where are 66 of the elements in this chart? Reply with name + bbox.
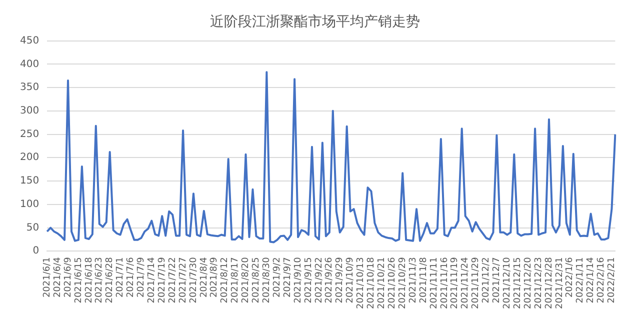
y-tick-label: 300 [20, 106, 40, 117]
x-tick-label: 2021/9/15 [304, 257, 314, 304]
x-tick-label: 2021/9/2 [272, 257, 282, 298]
x-tick-label: 2021/9/10 [293, 256, 304, 304]
x-tick-label: 2022/1/6 [565, 256, 576, 298]
y-tick-label: 450 [20, 35, 40, 46]
x-tick-label: 2021/7/6 [126, 256, 136, 298]
x-tick-label: 2021/8/9 [210, 256, 220, 298]
x-tick-label: 2021/12/20 [523, 256, 534, 309]
x-tick-label: 2021/12/28 [544, 256, 554, 309]
x-tick-label: 2021/12/23 [534, 257, 544, 309]
x-tick-label: 2021/8/17 [230, 257, 241, 304]
x-tick-label: 2021/7/1 [116, 257, 126, 298]
x-tick-label: 2021/6/18 [84, 256, 94, 304]
x-tick-label: 2021/11/19 [450, 256, 460, 309]
y-tick-label: 100 [20, 198, 40, 210]
x-tick-label: 2021/10/9 [346, 256, 356, 304]
x-tick-label: 2021/7/30 [188, 256, 199, 304]
x-tick-label: 2022/2/16 [596, 256, 607, 304]
x-tick-label: 2021/12/10 [502, 256, 512, 309]
x-tick-label: 2021/10/13 [356, 257, 366, 309]
y-tick-label: 350 [20, 82, 40, 94]
x-tick-label: 2022/1/14 [586, 256, 596, 304]
x-tick-label: 2021/10/29 [398, 256, 408, 309]
x-tick-label: 2021/11/11 [429, 257, 440, 309]
x-tick-label: 2021/7/9 [136, 256, 147, 298]
x-tick-label: 2021/7/19 [157, 256, 168, 304]
y-tick-label: 400 [20, 58, 40, 70]
x-tick-label: 2021/6/15 [74, 257, 84, 304]
x-tick-label: 2021/8/30 [262, 256, 272, 304]
x-tick-label: 2021/12/2 [482, 257, 492, 304]
x-tick-label: 2021/9/29 [335, 256, 346, 304]
x-tick-label: 2021/10/18 [366, 256, 377, 309]
x-tick-label: 2022/2/21 [607, 257, 618, 304]
x-tick-label: 2021/10/21 [377, 257, 388, 309]
x-tick-label: 2021/7/27 [178, 257, 188, 304]
x-tick-label: 2021/11/3 [408, 257, 418, 304]
y-tick-label: 0 [32, 246, 40, 257]
x-tick-label: 2021/9/7 [282, 257, 293, 298]
x-tick-label: 2021/11/8 [418, 256, 429, 304]
x-tick-label: 2021/8/4 [199, 256, 210, 298]
x-tick-label: 2021/6/9 [63, 256, 74, 298]
x-tick-label: 2021/11/16 [440, 256, 450, 309]
x-tick-label: 2021/6/28 [105, 256, 116, 304]
x-tick-label: 2021/12/31 [554, 257, 565, 309]
x-tick-label: 2021/7/14 [146, 256, 157, 304]
y-tick-label: 250 [20, 128, 40, 140]
x-tick-label: 2021/8/20 [241, 256, 252, 304]
x-tick-label: 2021/6/1 [42, 257, 52, 298]
x-tick-label: 2021/11/29 [471, 256, 482, 309]
x-tick-label: 2021/12/15 [512, 257, 523, 309]
x-tick-label: 2021/8/12 [220, 257, 230, 304]
x-tick-label: 2021/6/23 [94, 257, 105, 304]
x-tick-label: 2021/9/26 [324, 256, 335, 304]
x-tick-label: 2021/7/22 [168, 257, 178, 304]
x-tick-label: 2022/1/11 [576, 257, 586, 304]
y-tick-label: 150 [20, 176, 40, 187]
y-tick-label: 200 [20, 152, 40, 164]
x-tick-label: 2021/10/26 [387, 256, 398, 309]
x-tick-label: 2021/12/7 [492, 257, 502, 304]
chart-title: 近阶段江浙聚酯市场平均产销走势 [210, 14, 420, 30]
y-tick-label: 50 [26, 222, 40, 234]
x-tick-label: 2021/11/24 [460, 256, 471, 309]
x-tick-label: 2021/6/4 [52, 256, 63, 298]
x-tick-label: 2021/8/25 [252, 257, 262, 304]
x-tick-label: 2021/9/22 [314, 257, 324, 304]
